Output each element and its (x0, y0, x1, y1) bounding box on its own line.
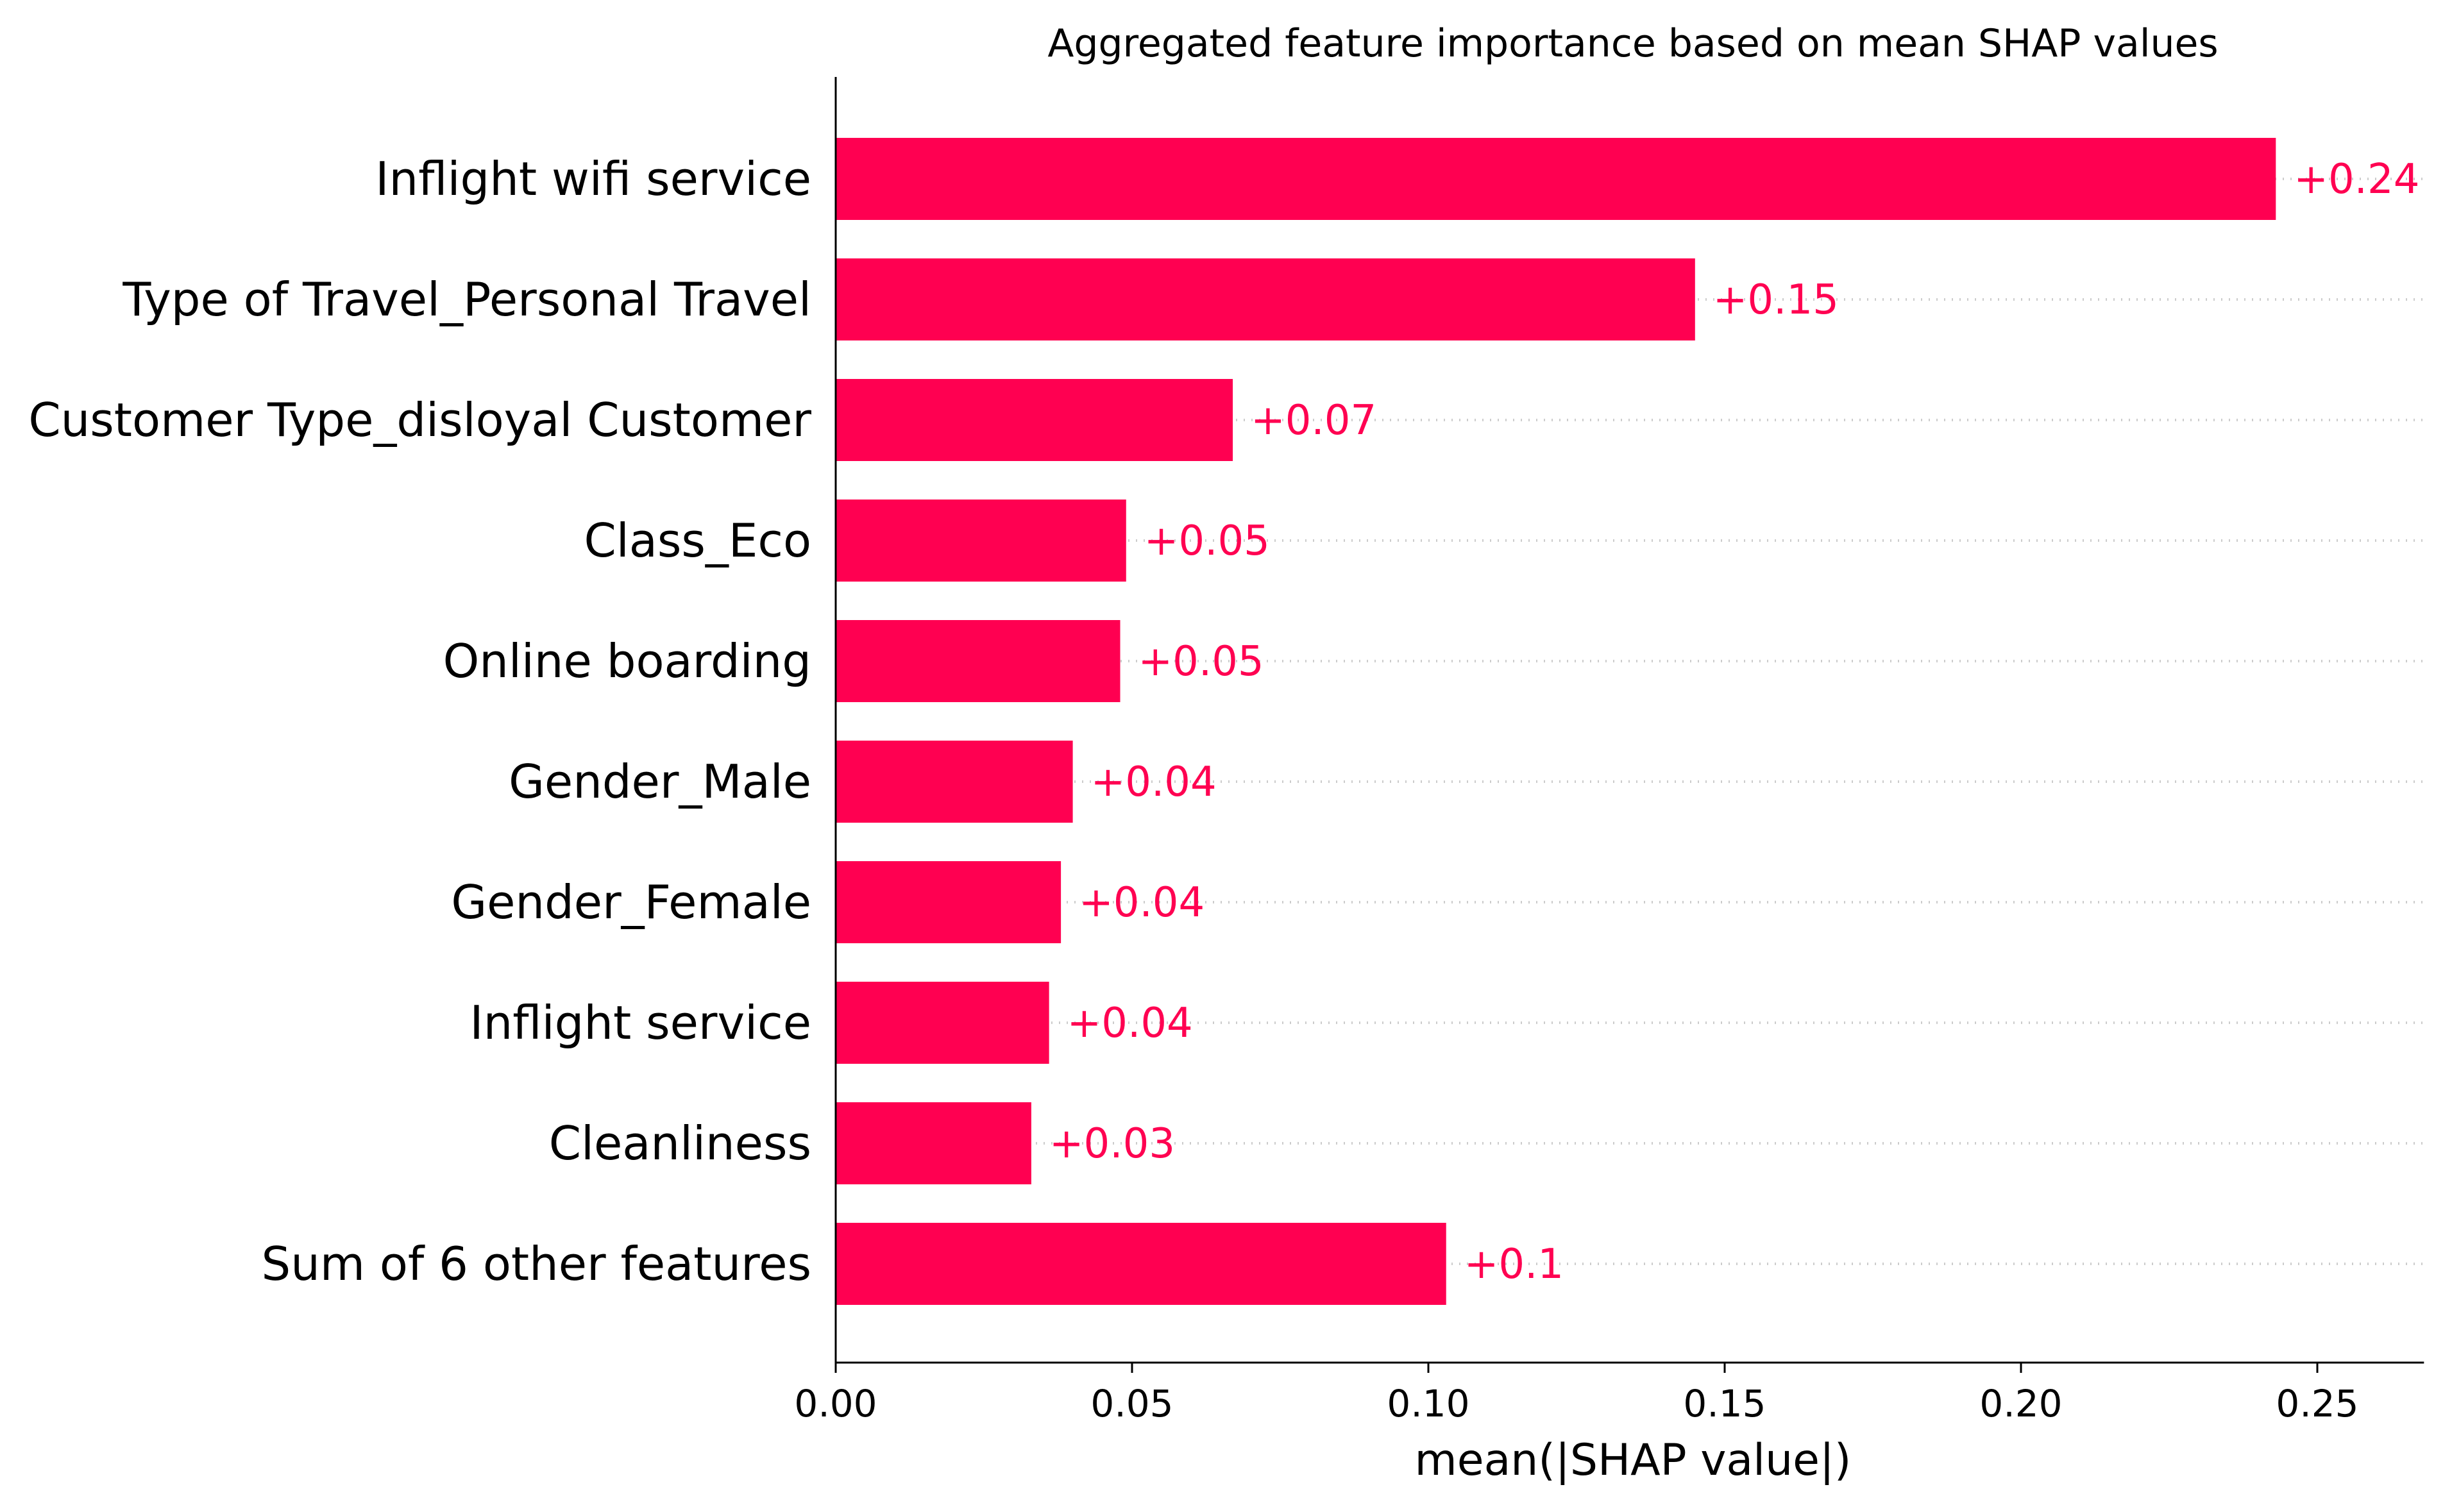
x-ticks: 0.00 0.05 0.10 0.15 0.20 0.25 (794, 1363, 2359, 1425)
x-tick-label: 0.25 (2276, 1382, 2358, 1425)
value-label: +0.05 (1138, 638, 1264, 685)
category-label: Inflight service (469, 996, 811, 1050)
value-label: +0.24 (2294, 156, 2419, 203)
value-label: +0.04 (1079, 879, 1205, 927)
x-tick-label: 0.20 (1979, 1382, 2062, 1425)
category-label: Gender_Female (451, 875, 811, 929)
bar (836, 1102, 1031, 1184)
bar (836, 741, 1073, 823)
chart-title: Aggregated feature importance based on m… (1047, 21, 2218, 66)
x-tick-label: 0.10 (1387, 1382, 1469, 1425)
value-labels: +0.24 +0.15 +0.07 +0.05 +0.05 +0.04 +0.04 +0.04… (1049, 156, 2420, 1288)
bars (836, 138, 2276, 1305)
bar (836, 379, 1233, 461)
value-label: +0.07 (1251, 397, 1376, 444)
bar (836, 620, 1120, 702)
category-label: Customer Type_disloyal Customer (28, 393, 811, 447)
value-label: +0.1 (1464, 1241, 1564, 1288)
bar (836, 861, 1061, 943)
axes (834, 77, 2424, 1364)
x-tick-label: 0.00 (794, 1382, 877, 1425)
value-label: +0.04 (1091, 759, 1217, 806)
x-tick-label: 0.05 (1090, 1382, 1173, 1425)
category-label: Sum of 6 other features (262, 1237, 812, 1291)
value-label: +0.03 (1049, 1120, 1175, 1168)
category-label: Inflight wifi service (375, 152, 811, 206)
category-label: Cleanliness (549, 1116, 811, 1170)
bar (836, 258, 1695, 340)
category-labels: Inflight wifi service Type of Travel_Pers… (28, 152, 811, 1291)
value-label: +0.05 (1144, 517, 1270, 565)
bar (836, 982, 1049, 1064)
bar (836, 1223, 1446, 1305)
bar (836, 138, 2276, 220)
value-label: +0.04 (1067, 1000, 1193, 1047)
category-label: Gender_Male (509, 755, 811, 809)
bar (836, 500, 1126, 582)
x-axis-label: mean(|SHAP value|) (1415, 1435, 1852, 1486)
value-label: +0.15 (1713, 276, 1839, 324)
category-label: Class_Eco (584, 514, 811, 567)
x-tick-label: 0.15 (1683, 1382, 1766, 1425)
row-guides (836, 178, 2424, 1265)
category-label: Type of Travel_Personal Travel (122, 273, 811, 326)
category-label: Online boarding (443, 634, 811, 688)
